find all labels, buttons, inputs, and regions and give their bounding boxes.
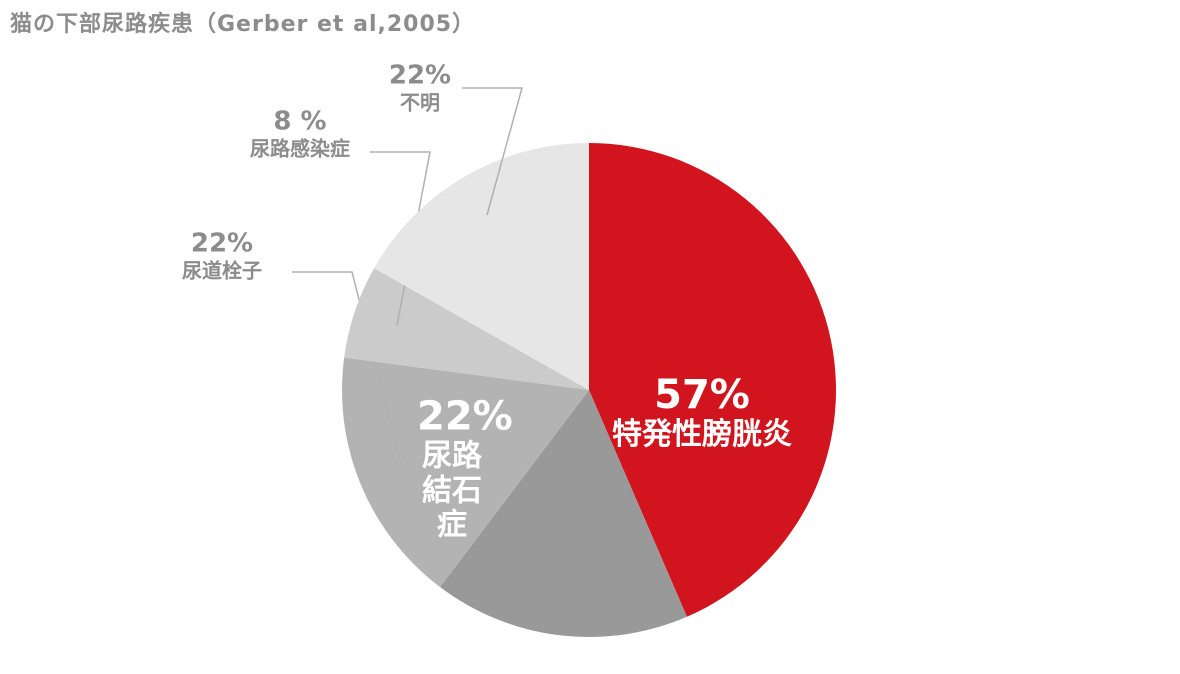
slice-label: 8 % 尿路感染症 <box>220 106 380 161</box>
pie-slice <box>344 268 589 390</box>
category-label: 不明 <box>400 90 440 115</box>
pie-slice <box>342 357 589 588</box>
value-label: 22% <box>417 393 513 440</box>
category-label: 尿路感染症 <box>250 136 350 161</box>
value-label: 22% <box>388 60 452 91</box>
pie-slice <box>374 142 589 390</box>
pie-slice <box>440 390 687 637</box>
value-label: 57% <box>654 371 750 418</box>
value-label: 8 % <box>273 106 327 137</box>
slice-label: 57% 特発性膀胱炎 <box>582 372 822 453</box>
value-label: 22% <box>190 228 254 259</box>
leader-line <box>462 87 523 216</box>
pie-slice <box>589 143 837 617</box>
leader-line <box>292 271 403 469</box>
category-label: 尿道栓子 <box>182 258 262 283</box>
chart-title: 猫の下部尿路疾患（Gerber et al,2005） <box>10 12 476 37</box>
category-label: 特発性膀胱炎 <box>612 416 792 452</box>
category-label: 尿路結石症 <box>422 438 482 543</box>
slice-label: 22% 不明 <box>370 60 470 115</box>
slice-label: 22% 尿路結石症 <box>417 393 513 543</box>
slice-label: 22% 尿道栓子 <box>152 228 292 283</box>
